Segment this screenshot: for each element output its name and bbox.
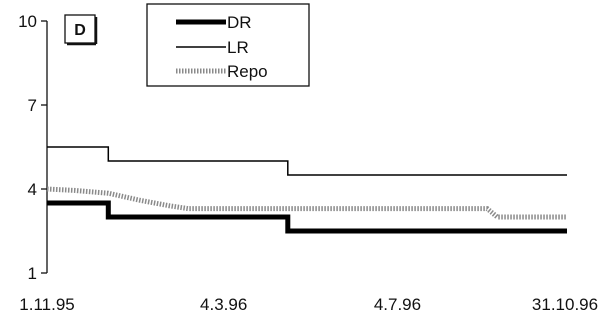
legend-label-lr: LR <box>227 38 249 57</box>
series-group <box>46 146 567 234</box>
axes: 1 4 7 10 1.11.95 4.3.96 4.7.96 31.10.96 <box>18 12 598 314</box>
legend: DR LR Repo <box>146 3 310 87</box>
series-line-repo <box>46 186 567 220</box>
y-tick-label: 7 <box>28 96 37 115</box>
x-tick-label: 4.7.96 <box>374 295 421 314</box>
legend-frame <box>146 3 310 87</box>
y-tick-label: 10 <box>18 12 37 31</box>
x-tick-label: 4.3.96 <box>200 295 247 314</box>
y-tick-label: 1 <box>28 264 37 283</box>
legend-label-repo: Repo <box>227 62 268 81</box>
series-line-lr <box>47 146 567 176</box>
panel-label-frame <box>64 14 96 44</box>
y-tick-label: 4 <box>28 180 37 199</box>
x-tick-label: 31.10.96 <box>532 295 598 314</box>
series-line-dr <box>47 200 567 234</box>
x-tick-label: 1.11.95 <box>19 295 74 314</box>
panel-label: D <box>74 22 86 39</box>
panel-label-box: D <box>64 14 98 46</box>
legend-label-dr: DR <box>227 13 252 32</box>
